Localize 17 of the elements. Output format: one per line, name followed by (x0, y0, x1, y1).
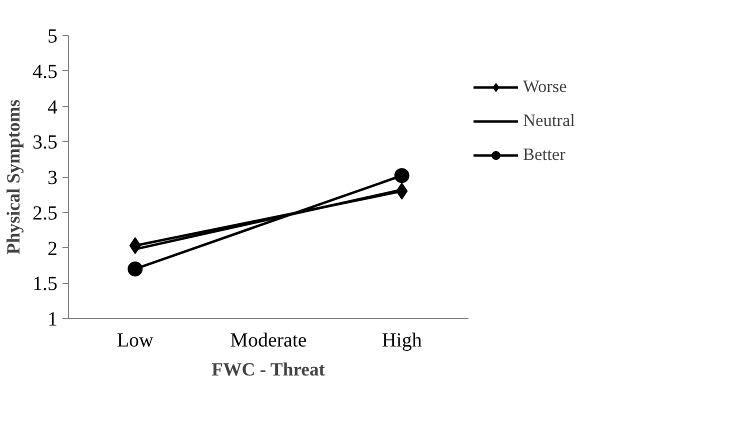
y-tick-label: 3.5 (32, 132, 58, 154)
legend-label: Neutral (523, 111, 575, 131)
y-tick-label: 1 (48, 308, 58, 330)
y-tick-label: 5 (48, 26, 58, 48)
y-tick-label: 4 (48, 96, 58, 118)
y-axis-title: Physical Symptoms (4, 100, 24, 254)
y-tick-label: 1.5 (32, 273, 58, 296)
y-tick-label: 4.5 (32, 60, 58, 83)
x-tick-label: Moderate (230, 330, 307, 352)
y-tick-label: 3 (48, 167, 58, 189)
x-tick-label: High (382, 330, 422, 352)
y-tick-label: 2 (48, 238, 58, 260)
y-tick-label: 2.5 (32, 202, 58, 224)
legend-label: Better (523, 145, 566, 165)
x-axis-title: FWC - Threat (212, 360, 326, 380)
legend-label: Worse (523, 77, 567, 97)
x-tick-label: Low (116, 330, 154, 352)
